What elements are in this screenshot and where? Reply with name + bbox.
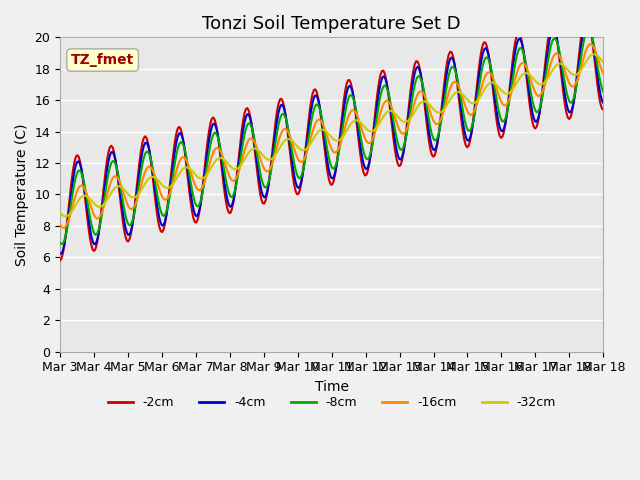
-2cm	[444, 58, 451, 64]
-4cm	[584, 17, 591, 23]
-32cm	[600, 60, 607, 65]
-32cm	[525, 72, 533, 78]
Text: TZ_fmet: TZ_fmet	[71, 53, 134, 67]
-2cm	[582, 11, 590, 17]
-8cm	[598, 85, 605, 91]
-8cm	[93, 231, 101, 237]
-4cm	[524, 81, 532, 86]
-8cm	[445, 72, 452, 78]
-32cm	[76, 195, 84, 201]
-2cm	[600, 107, 607, 112]
-8cm	[585, 26, 593, 32]
-4cm	[335, 142, 343, 147]
-32cm	[445, 99, 452, 105]
-16cm	[525, 73, 533, 79]
-8cm	[600, 89, 607, 95]
-2cm	[56, 258, 64, 264]
-16cm	[76, 183, 84, 189]
-32cm	[337, 136, 345, 142]
-2cm	[92, 246, 99, 252]
Y-axis label: Soil Temperature (C): Soil Temperature (C)	[15, 123, 29, 266]
-32cm	[598, 58, 605, 63]
-32cm	[62, 214, 70, 219]
-32cm	[56, 210, 64, 216]
Line: -16cm: -16cm	[60, 44, 604, 228]
-4cm	[444, 68, 451, 73]
-4cm	[600, 100, 607, 106]
-4cm	[92, 241, 99, 247]
-4cm	[596, 92, 604, 97]
Line: -32cm: -32cm	[60, 54, 604, 216]
-2cm	[596, 101, 604, 107]
Line: -8cm: -8cm	[60, 29, 604, 244]
-32cm	[589, 51, 597, 57]
Line: -2cm: -2cm	[60, 14, 604, 261]
-8cm	[525, 82, 533, 87]
-2cm	[524, 89, 532, 95]
-16cm	[93, 216, 101, 221]
-8cm	[76, 168, 84, 174]
-16cm	[445, 90, 452, 96]
X-axis label: Time: Time	[315, 380, 349, 394]
-16cm	[587, 41, 595, 47]
Line: -4cm: -4cm	[60, 20, 604, 253]
-8cm	[58, 241, 65, 247]
-2cm	[335, 136, 343, 142]
-16cm	[56, 222, 64, 228]
-32cm	[93, 203, 101, 209]
Legend: -2cm, -4cm, -8cm, -16cm, -32cm: -2cm, -4cm, -8cm, -16cm, -32cm	[102, 391, 561, 414]
-4cm	[56, 251, 64, 256]
-8cm	[337, 137, 345, 143]
-2cm	[75, 154, 83, 159]
-16cm	[598, 68, 605, 73]
-16cm	[59, 225, 67, 231]
-16cm	[337, 139, 345, 145]
Title: Tonzi Soil Temperature Set D: Tonzi Soil Temperature Set D	[202, 15, 461, 33]
-8cm	[56, 240, 64, 245]
-16cm	[600, 71, 607, 77]
-4cm	[75, 158, 83, 164]
